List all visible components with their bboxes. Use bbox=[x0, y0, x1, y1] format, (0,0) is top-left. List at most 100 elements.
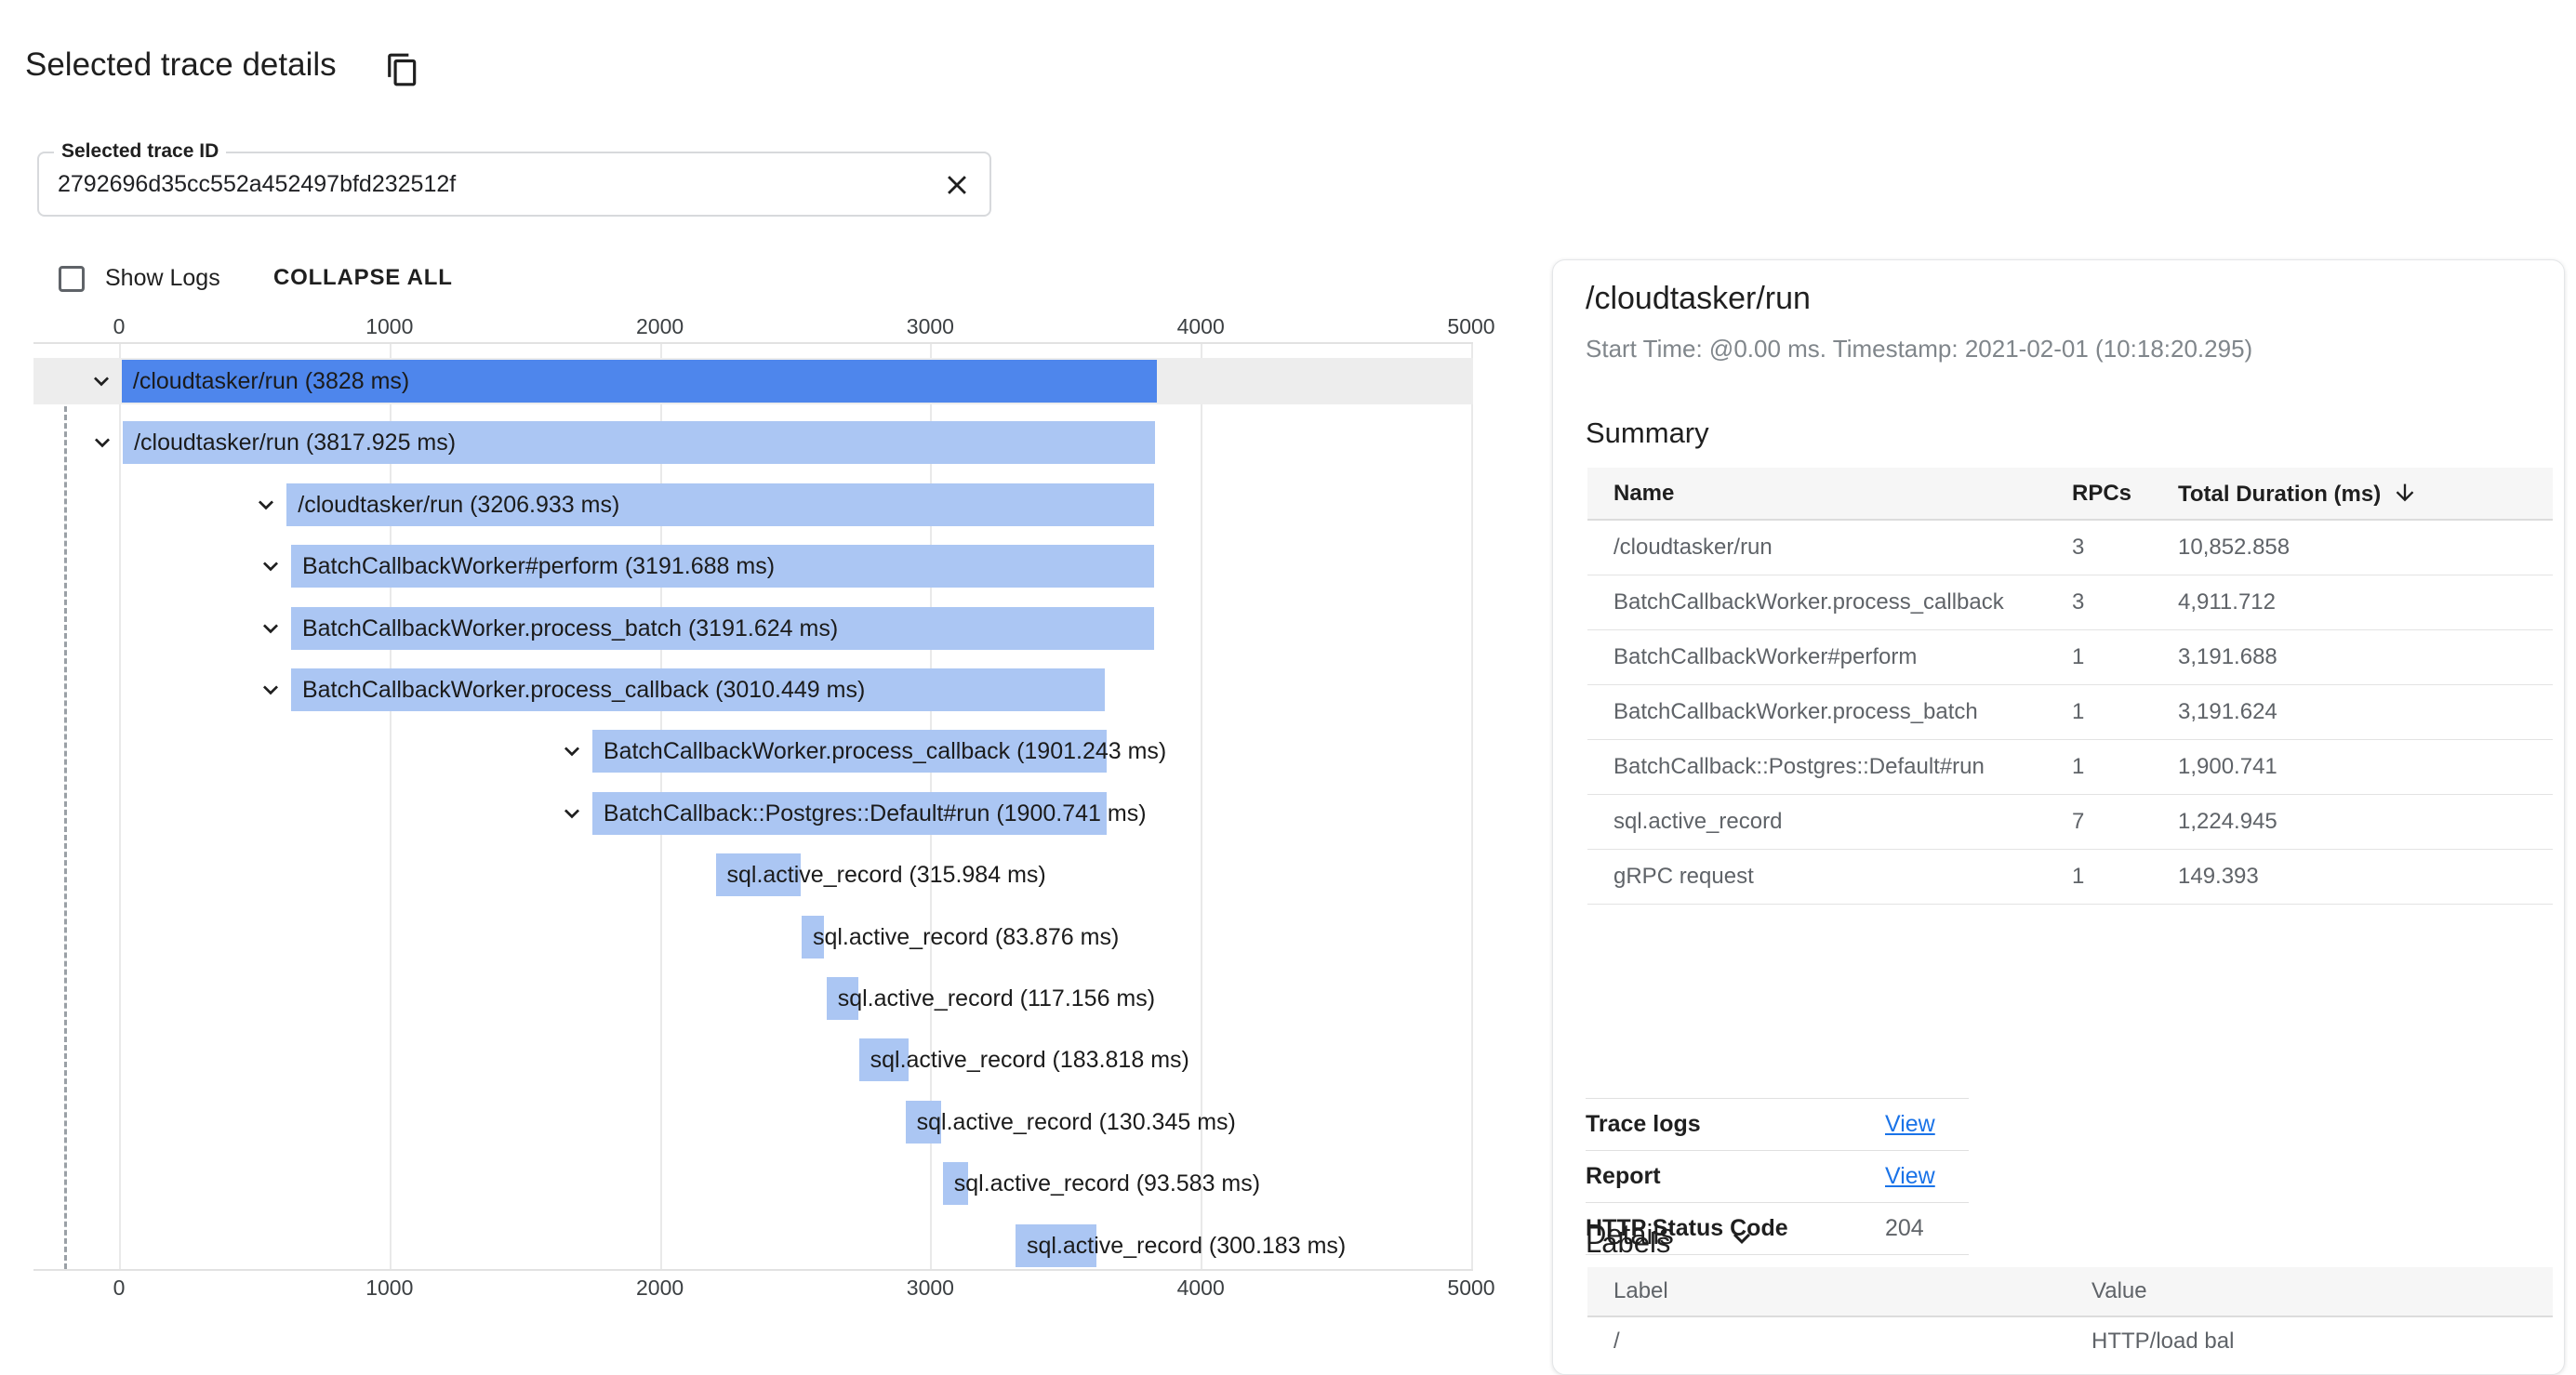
details-row: Trace logs View bbox=[1586, 1098, 1969, 1151]
view-link[interactable]: View bbox=[1885, 1111, 1935, 1137]
axis-tick-label: 3000 bbox=[906, 1276, 954, 1300]
labels-heading: Labels bbox=[1586, 1226, 1671, 1259]
axis-tick-label: 4000 bbox=[1176, 314, 1225, 338]
axis-tick-label: 2000 bbox=[636, 314, 684, 338]
span-label: BatchCallbackWorker.process_callback (30… bbox=[301, 677, 866, 703]
summary-cell-rpcs: 7 bbox=[2046, 794, 2152, 850]
summary-row: BatchCallbackWorker#perform 1 3,191.688 bbox=[1587, 629, 2553, 685]
span-bar[interactable] bbox=[826, 977, 858, 1020]
span-bar[interactable] bbox=[123, 421, 1156, 465]
gridline bbox=[389, 344, 392, 1269]
span-bar[interactable] bbox=[290, 606, 1155, 650]
span-label: BatchCallbackWorker.process_batch (3191.… bbox=[301, 615, 839, 641]
span-bar[interactable] bbox=[942, 1162, 968, 1206]
chevron-down-icon[interactable] bbox=[251, 490, 281, 520]
axis-tick-label: 0 bbox=[113, 314, 126, 338]
summary-cell-rpcs: 1 bbox=[2046, 739, 2152, 795]
summary-cell-rpcs: 3 bbox=[2046, 520, 2152, 575]
span-label: sql.active_record (117.156 ms) bbox=[837, 985, 1156, 1011]
chart-bottom-border bbox=[33, 1269, 1473, 1271]
span-bar[interactable] bbox=[286, 483, 1154, 526]
details-value: 204 bbox=[1885, 1202, 1969, 1255]
trace-id-field: Selected trace ID bbox=[37, 140, 991, 217]
labels-col-value: Value bbox=[2065, 1267, 2553, 1317]
label-row-clipped: / HTTP/load bal bbox=[1587, 1316, 2553, 1372]
summary-cell-name: BatchCallbackWorker.process_batch bbox=[1587, 684, 2046, 740]
show-logs-label: Show Logs bbox=[105, 265, 220, 291]
copy-icon[interactable] bbox=[385, 52, 420, 87]
summary-cell-rpcs: 3 bbox=[2046, 575, 2152, 630]
span-subtitle: Start Time: @0.00 ms. Timestamp: 2021-02… bbox=[1586, 335, 2253, 363]
chevron-down-icon[interactable] bbox=[557, 799, 587, 828]
summary-cell-rpcs: 1 bbox=[2046, 849, 2152, 905]
details-label: HTTP Status Code bbox=[1586, 1202, 1885, 1255]
label-key: / bbox=[1613, 1329, 1620, 1354]
axis-tick-label: 1000 bbox=[365, 1276, 414, 1300]
span-bar[interactable] bbox=[801, 915, 825, 959]
axis-tick-label: 1000 bbox=[365, 314, 414, 338]
summary-col-name: Name bbox=[1587, 468, 2046, 521]
gridline bbox=[1201, 344, 1203, 1269]
summary-cell-rpcs: 1 bbox=[2046, 629, 2152, 685]
chevron-down-icon[interactable] bbox=[256, 675, 285, 705]
summary-cell-duration: 3,191.624 bbox=[2152, 684, 2553, 740]
span-label: BatchCallbackWorker.process_callback (19… bbox=[603, 738, 1167, 765]
sort-descending-icon bbox=[2396, 483, 2414, 501]
span-label: sql.active_record (130.345 ms) bbox=[916, 1108, 1236, 1135]
summary-table: Name RPCs Total Duration (ms) /cloudtask… bbox=[1587, 468, 2553, 905]
page-title: Selected trace details bbox=[25, 46, 337, 83]
clear-icon[interactable] bbox=[941, 169, 973, 201]
span-bar[interactable] bbox=[715, 853, 802, 897]
summary-row: BatchCallbackWorker.process_callback 3 4,9… bbox=[1587, 575, 2553, 630]
summary-cell-name: sql.active_record bbox=[1587, 794, 2046, 850]
span-start-guideline bbox=[64, 406, 67, 1269]
details-table: Trace logs View Report View HTTP Status Code… bbox=[1586, 1098, 1969, 1255]
span-bar[interactable] bbox=[591, 730, 1107, 773]
view-link[interactable]: View bbox=[1885, 1163, 1935, 1189]
span-bar[interactable] bbox=[1016, 1223, 1097, 1267]
summary-cell-duration: 1,224.945 bbox=[2152, 794, 2553, 850]
summary-heading: Summary bbox=[1586, 416, 1709, 449]
labels-col-label: Label bbox=[1587, 1267, 2065, 1317]
details-row: HTTP Status Code 204 bbox=[1586, 1202, 1969, 1255]
trace-id-input[interactable] bbox=[58, 155, 895, 213]
summary-cell-duration: 3,191.688 bbox=[2152, 629, 2553, 685]
span-label: sql.active_record (93.583 ms) bbox=[953, 1170, 1261, 1197]
summary-cell-duration: 149.393 bbox=[2152, 849, 2553, 905]
span-bar[interactable] bbox=[290, 668, 1106, 711]
span-bar[interactable] bbox=[858, 1038, 910, 1082]
details-label: Report bbox=[1586, 1150, 1885, 1203]
span-bar[interactable] bbox=[121, 360, 1158, 403]
summary-row: /cloudtasker/run 3 10,852.858 bbox=[1587, 520, 2553, 575]
details-label: Trace logs bbox=[1586, 1098, 1885, 1151]
axis-tick-label: 5000 bbox=[1447, 314, 1495, 338]
collapse-all-button[interactable]: COLLAPSE ALL bbox=[273, 265, 453, 290]
span-title: /cloudtasker/run bbox=[1586, 281, 1811, 316]
summary-cell-name: BatchCallbackWorker.process_callback bbox=[1587, 575, 2046, 630]
span-label: sql.active_record (183.818 ms) bbox=[870, 1047, 1189, 1074]
chevron-down-icon[interactable] bbox=[87, 428, 117, 457]
gridline bbox=[1471, 344, 1473, 1269]
summary-cell-name: BatchCallback::Postgres::Default#run bbox=[1587, 739, 2046, 795]
show-logs-checkbox[interactable] bbox=[59, 266, 85, 292]
chevron-down-icon[interactable] bbox=[256, 551, 285, 581]
chart-top-border bbox=[33, 342, 1473, 344]
chevron-down-icon[interactable] bbox=[557, 736, 587, 766]
summary-cell-name: gRPC request bbox=[1587, 849, 2046, 905]
axis-tick-label: 2000 bbox=[636, 1276, 684, 1300]
summary-col-duration[interactable]: Total Duration (ms) bbox=[2152, 468, 2553, 521]
details-row: Report View bbox=[1586, 1150, 1969, 1203]
span-label: BatchCallback::Postgres::Default#run (19… bbox=[603, 800, 1147, 826]
span-label: sql.active_record (300.183 ms) bbox=[1027, 1232, 1347, 1259]
label-value: HTTP/load bal bbox=[2091, 1329, 2235, 1354]
span-label: /cloudtasker/run (3828 ms) bbox=[132, 368, 410, 394]
axis-tick-label: 4000 bbox=[1176, 1276, 1225, 1300]
gridline bbox=[119, 344, 121, 1269]
span-label: BatchCallbackWorker#perform (3191.688 ms… bbox=[301, 553, 776, 580]
span-bar[interactable] bbox=[905, 1100, 941, 1144]
span-bar[interactable] bbox=[290, 545, 1155, 588]
chevron-down-icon[interactable] bbox=[86, 366, 116, 396]
chevron-down-icon[interactable] bbox=[256, 614, 285, 643]
span-bar[interactable] bbox=[591, 791, 1107, 835]
labels-table: Label Value / HTTP/load bal bbox=[1587, 1267, 2553, 1372]
